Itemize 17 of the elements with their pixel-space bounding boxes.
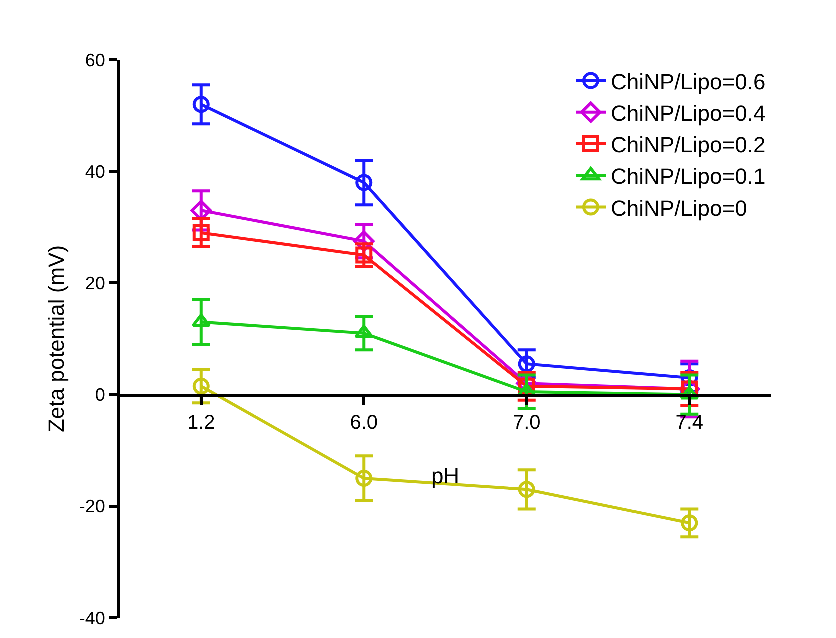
legend-label: ChiNP/Lipo=0.2 (611, 132, 766, 158)
legend-label: ChiNP/Lipo=0.6 (611, 69, 766, 94)
y-tick-label: 40 (85, 162, 106, 182)
x-axis-title: pH (431, 464, 460, 489)
x-tick-label: 1.2 (187, 412, 216, 434)
y-tick-label: -20 (79, 496, 106, 517)
x-tick-label: 7.4 (676, 412, 704, 434)
y-tick-label: 60 (85, 50, 106, 70)
legend-label: ChiNP/Lipo=0 (611, 196, 748, 221)
legend-label: ChiNP/Lipo=0.4 (611, 100, 766, 126)
y-tick-label: 20 (85, 274, 106, 294)
x-tick-label: 6.0 (350, 412, 378, 434)
y-tick-label: -40 (79, 608, 106, 628)
x-tick-label: 7.0 (512, 412, 541, 434)
legend-label: ChiNP/Lipo=0.1 (611, 164, 766, 190)
y-tick-label: 0 (95, 385, 106, 406)
y-axis-title: Zeta potential (mV) (44, 245, 69, 433)
